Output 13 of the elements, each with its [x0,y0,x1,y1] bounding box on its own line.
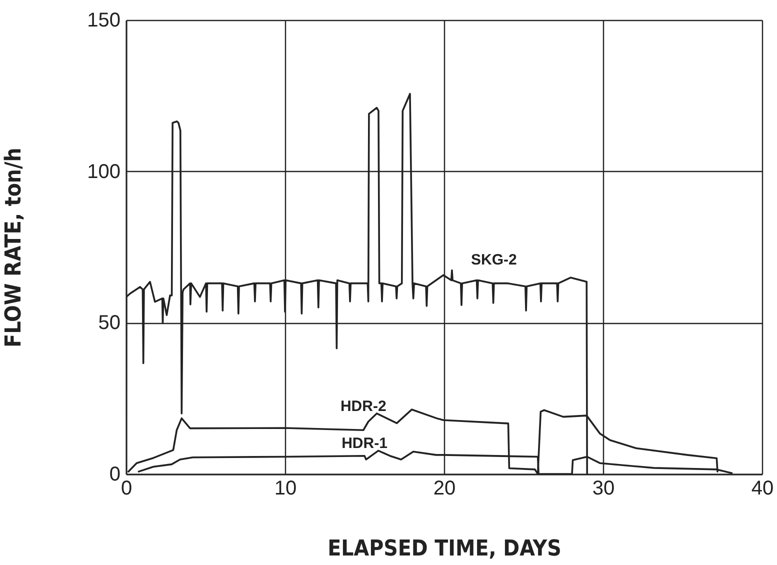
x-tick-label: 10 [274,478,297,500]
series-label: HDR-1 [342,434,388,452]
y-tick-label: 150 [87,10,120,32]
x-tick-label: 40 [751,478,774,500]
y-axis-title: FLOW RATE, ton/h [2,148,26,348]
y-tick-label: 50 [98,312,120,334]
y-tick-label: 0 [109,464,120,486]
series-label: HDR-2 [340,398,386,416]
y-tick-label: 100 [87,160,120,183]
x-tick-label: 30 [592,478,615,500]
x-tick-label: 20 [433,478,456,500]
series-label: SKG-2 [471,251,517,268]
x-axis-title: ELAPSED TIME, DAYS [328,536,562,562]
